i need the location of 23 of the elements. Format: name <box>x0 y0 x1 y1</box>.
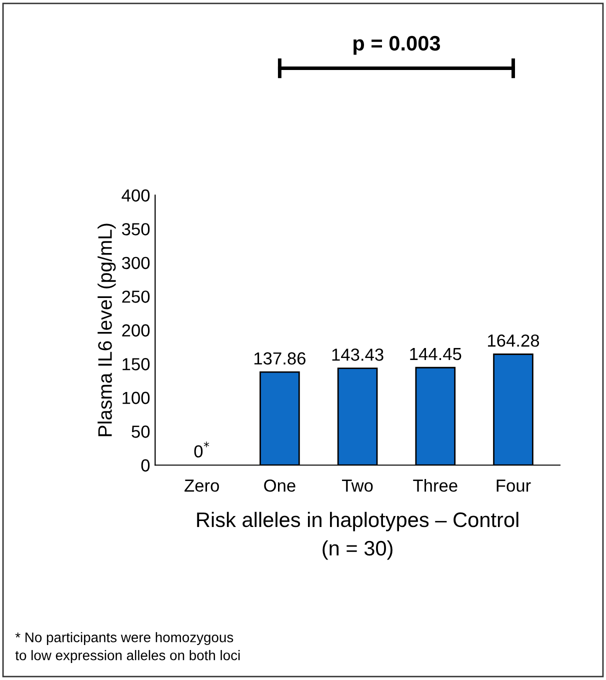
x-tick-label: Three <box>413 479 458 492</box>
data-label: 0$^{*}$ <box>194 442 210 458</box>
x-tick-label: Zero <box>184 480 219 492</box>
data-label: 143.43 <box>332 348 384 361</box>
data-label: 137.86 <box>254 352 306 365</box>
text: p = 0.003 <box>354 36 440 55</box>
x-axis-title: Risk alleles in haplotypes – Control (n = 30) <box>197 512 518 560</box>
y-tick-label: 300 <box>122 256 150 270</box>
data-label: 164.28 <box>488 334 540 347</box>
y-tick-label: 150 <box>122 358 150 370</box>
y-tick-label: 0 <box>141 459 150 472</box>
y-tick-label: 400 <box>122 189 150 202</box>
data-label: 144.45 <box>410 348 462 360</box>
y-tick-label: 350 <box>122 223 150 236</box>
y-tick-label: 50 <box>132 426 150 438</box>
x-tick-label: One <box>264 479 296 492</box>
y-tick-label: 250 <box>122 290 150 303</box>
text: * No participants were homozygous to low expression alleles on both loci <box>15 632 240 663</box>
y-axis-title: Plasma IL6 level (pg/mL) <box>98 224 116 436</box>
x-tick-label: Four <box>496 480 531 492</box>
x-tick-label: Two <box>342 480 373 492</box>
y-tick-label: 200 <box>122 324 150 337</box>
y-tick-label: 100 <box>122 392 150 404</box>
